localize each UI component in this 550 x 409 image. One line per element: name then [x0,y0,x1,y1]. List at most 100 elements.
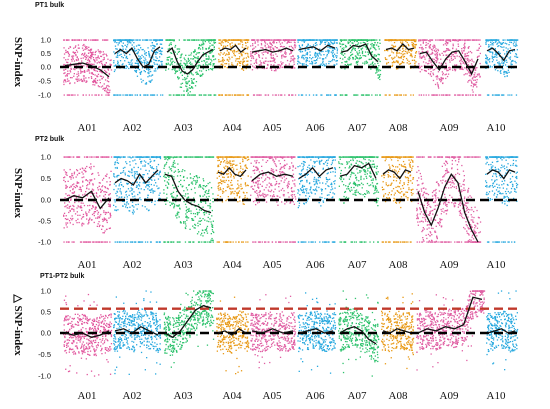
chromosome-points-A09 [416,290,486,371]
fitted-line-A08 [382,169,412,180]
y-tick-label: -1.0 [38,91,51,100]
x-tick-label: A03 [174,122,193,134]
fitted-line-A02 [114,169,159,186]
x-tick-label: A01 [78,259,97,271]
x-tick-label: A07 [348,390,367,402]
chromosome-points-A03 [163,290,215,368]
chart-panel-2: PT2 bulk SNP-index 1.0 0.5 0.0 -0.5 -1.0 A01 A02… [12,136,522,271]
x-tick-label: A01 [78,122,97,134]
x-tick-label: A10 [487,390,506,402]
x-tick-label: A06 [306,259,325,271]
x-tick-label: A01 [78,390,97,402]
fitted-line-A06 [298,44,336,52]
x-tick-label: A08 [389,390,408,402]
y-tick-label: -1.0 [38,372,51,381]
y-tick-label: 0.5 [41,308,51,317]
fitted-line-A10 [487,328,516,334]
fitted-line-A07 [340,43,379,63]
x-tick-label: A03 [174,390,193,402]
x-tick-label: A09 [440,390,459,402]
fitted-line-A02 [114,46,161,68]
y-tick-label: 0.5 [41,174,51,183]
chromosome-points-A08 [381,293,415,370]
fitted-line-A04 [217,327,247,336]
fitted-line-A04 [219,44,247,54]
chromosome-points-A01 [63,156,113,243]
y-tick-label: -0.5 [38,350,51,359]
x-tick-label: A08 [389,122,408,134]
x-tick-label: A02 [123,122,142,134]
chromosome-points-A10 [486,290,519,371]
fitted-line-A01 [64,190,110,210]
x-tick-label: A09 [440,122,459,134]
x-tick-label: A10 [487,259,506,271]
fitted-line-A09 [417,172,479,243]
fitted-line-A03 [166,47,214,75]
fitted-line-A03 [164,305,212,339]
chromosome-points-A06 [297,39,339,96]
fitted-line-A04 [217,166,247,178]
y-tick-label: 0.0 [41,196,51,205]
x-tick-label: A07 [348,259,367,271]
chromosome-points-A04 [216,156,250,243]
chromosome-points-A04 [216,296,250,375]
fitted-line-A05 [251,328,294,334]
x-tick-label: A04 [223,122,242,134]
x-tick-label: A04 [223,259,242,271]
x-tick-label: A06 [306,122,325,134]
chromosome-points-A07 [338,290,380,377]
y-axis-label: △ SNP-index [12,293,24,356]
fitted-line-A02 [114,325,159,336]
fitted-line-A01 [64,330,110,338]
chromosome-points-A06 [297,156,337,243]
fitted-line-A06 [298,166,334,180]
panel-title: PT2 bulk [35,136,64,143]
fitted-line-A07 [339,325,377,345]
x-tick-label: A05 [263,259,282,271]
y-tick-label: -1.0 [38,238,51,247]
fitted-line-A09 [417,296,483,334]
x-tick-label: A05 [263,390,282,402]
chromosome-points-A02 [113,156,162,243]
x-tick-label: A06 [306,390,325,402]
fitted-line-A09 [419,50,479,76]
fitted-line-A10 [486,47,516,62]
y-axis-label: SNP-index [12,37,24,88]
y-tick-label: 0.0 [41,63,51,72]
y-tick-label: 0.0 [41,329,51,338]
panel-title: PT1-PT2 bulk [40,273,84,280]
x-tick-label: A02 [123,390,142,402]
chromosome-points-A09 [416,156,482,243]
x-tick-label: A08 [389,259,408,271]
fitted-line-A07 [339,162,377,179]
x-tick-label: A05 [263,122,282,134]
chromosome-points-A07 [339,39,382,96]
fitted-line-A05 [251,47,294,53]
chromosome-points-A02 [113,290,162,375]
fitted-line-A10 [486,169,516,180]
chromosome-points-A02 [113,39,164,96]
fitted-line-A06 [298,328,334,334]
y-tick-label: 1.0 [41,287,51,296]
x-tick-label: A10 [487,122,506,134]
chart-panel-3: PT1-PT2 bulk △ SNP-index 1.0 0.5 0.0 -0.5 -1.0… [12,273,522,402]
y-tick-label: 1.0 [41,36,51,45]
fitted-line-A05 [251,171,294,182]
fitted-line-A08 [382,328,412,334]
x-tick-label: A04 [223,390,242,402]
x-tick-label: A02 [123,259,142,271]
y-tick-label: -0.5 [38,77,51,86]
fitted-line-A01 [64,62,110,78]
fitted-line-A03 [164,173,212,214]
chart-panel-1: PT1 bulk SNP-index 1.0 0.5 0.0 -0.5 -1.0 A01 A02… [12,2,522,134]
panel-title: PT1 bulk [35,2,64,9]
y-axis-label: SNP-index [12,168,24,219]
y-tick-label: 0.5 [41,49,51,58]
x-tick-label: A03 [174,259,193,271]
chromosome-points-A10 [485,39,519,96]
y-tick-label: 1.0 [41,153,51,162]
fitted-line-A08 [385,43,415,52]
y-tick-label: -0.5 [38,217,51,226]
x-tick-label: A07 [348,122,367,134]
